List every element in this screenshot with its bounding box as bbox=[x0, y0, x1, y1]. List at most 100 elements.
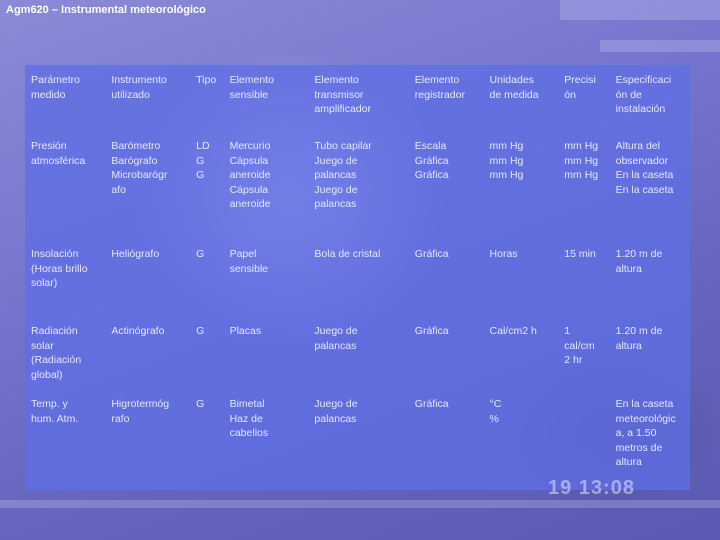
cell-line: Bola de cristal bbox=[314, 248, 381, 260]
cell-line: Altura del bbox=[615, 140, 660, 152]
cell-tipo: LD G G bbox=[190, 131, 223, 239]
cell-parametro: Radiación solar (Radiación global) bbox=[25, 316, 105, 389]
cell-line: Barógrafo bbox=[111, 154, 158, 167]
cell-tipo: G bbox=[190, 316, 223, 389]
cell-line: G bbox=[196, 248, 205, 260]
cell-line: Juego de bbox=[314, 154, 358, 167]
cell-line: a, a 1.50 bbox=[615, 427, 657, 439]
cell-line: Actinógrafo bbox=[111, 325, 165, 337]
cell-line: ón bbox=[564, 88, 576, 101]
cell-line: 1.20 m de bbox=[615, 248, 663, 260]
cell-line: medido bbox=[31, 88, 66, 101]
cell-elemento-sensible: Mercurio Cápsula aneroide Cápsula aneroide bbox=[224, 131, 309, 239]
cell-especificacion: Altura del observador En la caseta En la ca… bbox=[610, 131, 690, 239]
cell-elemento-registrador: Gráfica bbox=[409, 239, 484, 316]
table-row: Radiación solar (Radiación global) Actinógra… bbox=[25, 316, 690, 389]
slide-title: Agm620 – Instrumental meteorológico bbox=[6, 4, 206, 16]
cell-line: Insolación bbox=[31, 248, 79, 260]
cell-line: Higrotermóg bbox=[111, 398, 170, 410]
cell-line: hum. Atm. bbox=[31, 412, 79, 425]
cell-line: (Radiación bbox=[31, 354, 82, 366]
cell-precision: mm Hg mm Hg mm Hg bbox=[558, 131, 609, 239]
cell-elemento-transmisor: Juego de palancas bbox=[308, 389, 408, 491]
cell-line: Radiación bbox=[31, 325, 78, 337]
cell-line: Tipo bbox=[196, 74, 217, 86]
header-cell-elemento-sensible: Elemento sensible bbox=[224, 65, 309, 131]
cell-line: Mercurio bbox=[229, 140, 271, 152]
cell-line: LD bbox=[196, 140, 210, 152]
cell-line: G bbox=[196, 398, 205, 410]
cell-line: % bbox=[489, 412, 499, 425]
cell-tipo: G bbox=[190, 239, 223, 316]
cell-line: instalación bbox=[615, 103, 666, 115]
header-cell-precision: Precisi ón bbox=[558, 65, 609, 131]
cell-line: Juego de bbox=[314, 183, 358, 196]
cell-precision: 1 cal/cm 2 hr bbox=[558, 316, 609, 389]
table-header-row: Parámetro medido Instrumento utilizado Tipo E… bbox=[25, 65, 690, 131]
cell-elemento-transmisor: Bola de cristal bbox=[308, 239, 408, 316]
cell-parametro: Presión atmosférica bbox=[25, 131, 105, 239]
cell-elemento-registrador: Gráfica bbox=[409, 316, 484, 389]
cell-line: rafo bbox=[111, 412, 130, 425]
cell-line: mm Hg bbox=[489, 154, 524, 167]
cell-unidades: Cal/cm2 h bbox=[484, 316, 559, 389]
cell-line: Barómetro bbox=[111, 140, 161, 152]
cell-unidades: mm Hg mm Hg mm Hg bbox=[484, 131, 559, 239]
cell-line: sensible bbox=[229, 262, 269, 275]
cell-line: 1.20 m de bbox=[615, 325, 663, 337]
cell-elemento-sensible: Papel sensible bbox=[224, 239, 309, 316]
cell-line: sensible bbox=[229, 88, 269, 101]
photo-timestamp: 19 13:08 bbox=[548, 477, 635, 499]
cell-instrumento: Actinógrafo bbox=[105, 316, 190, 389]
cell-line: mm Hg bbox=[564, 154, 599, 167]
cell-line: Microbarógr bbox=[111, 169, 168, 181]
cell-line: mm Hg bbox=[564, 140, 599, 152]
cell-line: 1 bbox=[564, 325, 571, 337]
cell-line: Cápsula bbox=[229, 154, 269, 167]
header-cell-elemento-registrador: Elemento registrador bbox=[409, 65, 484, 131]
cell-line: En la caseta bbox=[615, 398, 674, 410]
cell-line: Presión bbox=[31, 140, 67, 152]
cell-line: En la caseta bbox=[615, 169, 674, 181]
cell-line: altura bbox=[615, 339, 642, 352]
cell-line: Gráfica bbox=[414, 325, 449, 337]
table-row: Insolación (Horas brillo solar) Heliógrafo G… bbox=[25, 239, 690, 316]
cell-line: En la caseta bbox=[615, 183, 674, 196]
cell-line: palancas bbox=[314, 169, 357, 181]
cell-line: palancas bbox=[314, 339, 357, 352]
cell-line: Parámetro bbox=[31, 74, 81, 86]
cell-line: G bbox=[196, 154, 205, 167]
cell-line: Cal/cm2 h bbox=[489, 325, 537, 337]
cell-line: Juego de bbox=[314, 398, 358, 410]
header-cell-tipo: Tipo bbox=[190, 65, 223, 131]
cell-line: afo bbox=[111, 183, 126, 196]
cell-line: aneroide bbox=[229, 198, 271, 210]
cell-line: Elemento bbox=[229, 74, 274, 86]
cell-instrumento: Higrotermóg rafo bbox=[105, 389, 190, 491]
cell-line: altura bbox=[615, 262, 642, 275]
cell-line: utilizado bbox=[111, 88, 150, 101]
cell-line: Gráfica bbox=[414, 398, 449, 410]
cell-line: Gráfica bbox=[414, 154, 449, 167]
cell-elemento-sensible: Bimetal Haz de cabellos bbox=[224, 389, 309, 491]
cell-tipo: G bbox=[190, 389, 223, 491]
cell-line: G bbox=[196, 325, 205, 337]
cell-elemento-registrador: Escala Gráfica Gráfica bbox=[409, 131, 484, 239]
cell-unidades: Horas bbox=[484, 239, 559, 316]
cell-precision: 15 min bbox=[558, 239, 609, 316]
cell-line: amplificador bbox=[314, 103, 371, 115]
cell-line: 2 hr bbox=[564, 354, 583, 366]
cell-line: Escala bbox=[414, 140, 447, 152]
cell-line: Bimetal bbox=[229, 398, 265, 410]
header-cell-unidades: Unidades de medida bbox=[484, 65, 559, 131]
cell-line: global) bbox=[31, 368, 63, 381]
cell-elemento-transmisor: Juego de palancas bbox=[308, 316, 408, 389]
cell-line: observador bbox=[615, 154, 669, 167]
cell-line: Gráfica bbox=[414, 169, 449, 181]
cell-line: Papel bbox=[229, 248, 257, 260]
header-cell-especificacion: Especificaci ón de instalación bbox=[610, 65, 690, 131]
cell-line: Temp. y bbox=[31, 398, 68, 410]
cell-line: ón de bbox=[615, 88, 642, 101]
cell-line: Horas bbox=[489, 248, 518, 260]
cell-line: Gráfica bbox=[414, 248, 449, 260]
